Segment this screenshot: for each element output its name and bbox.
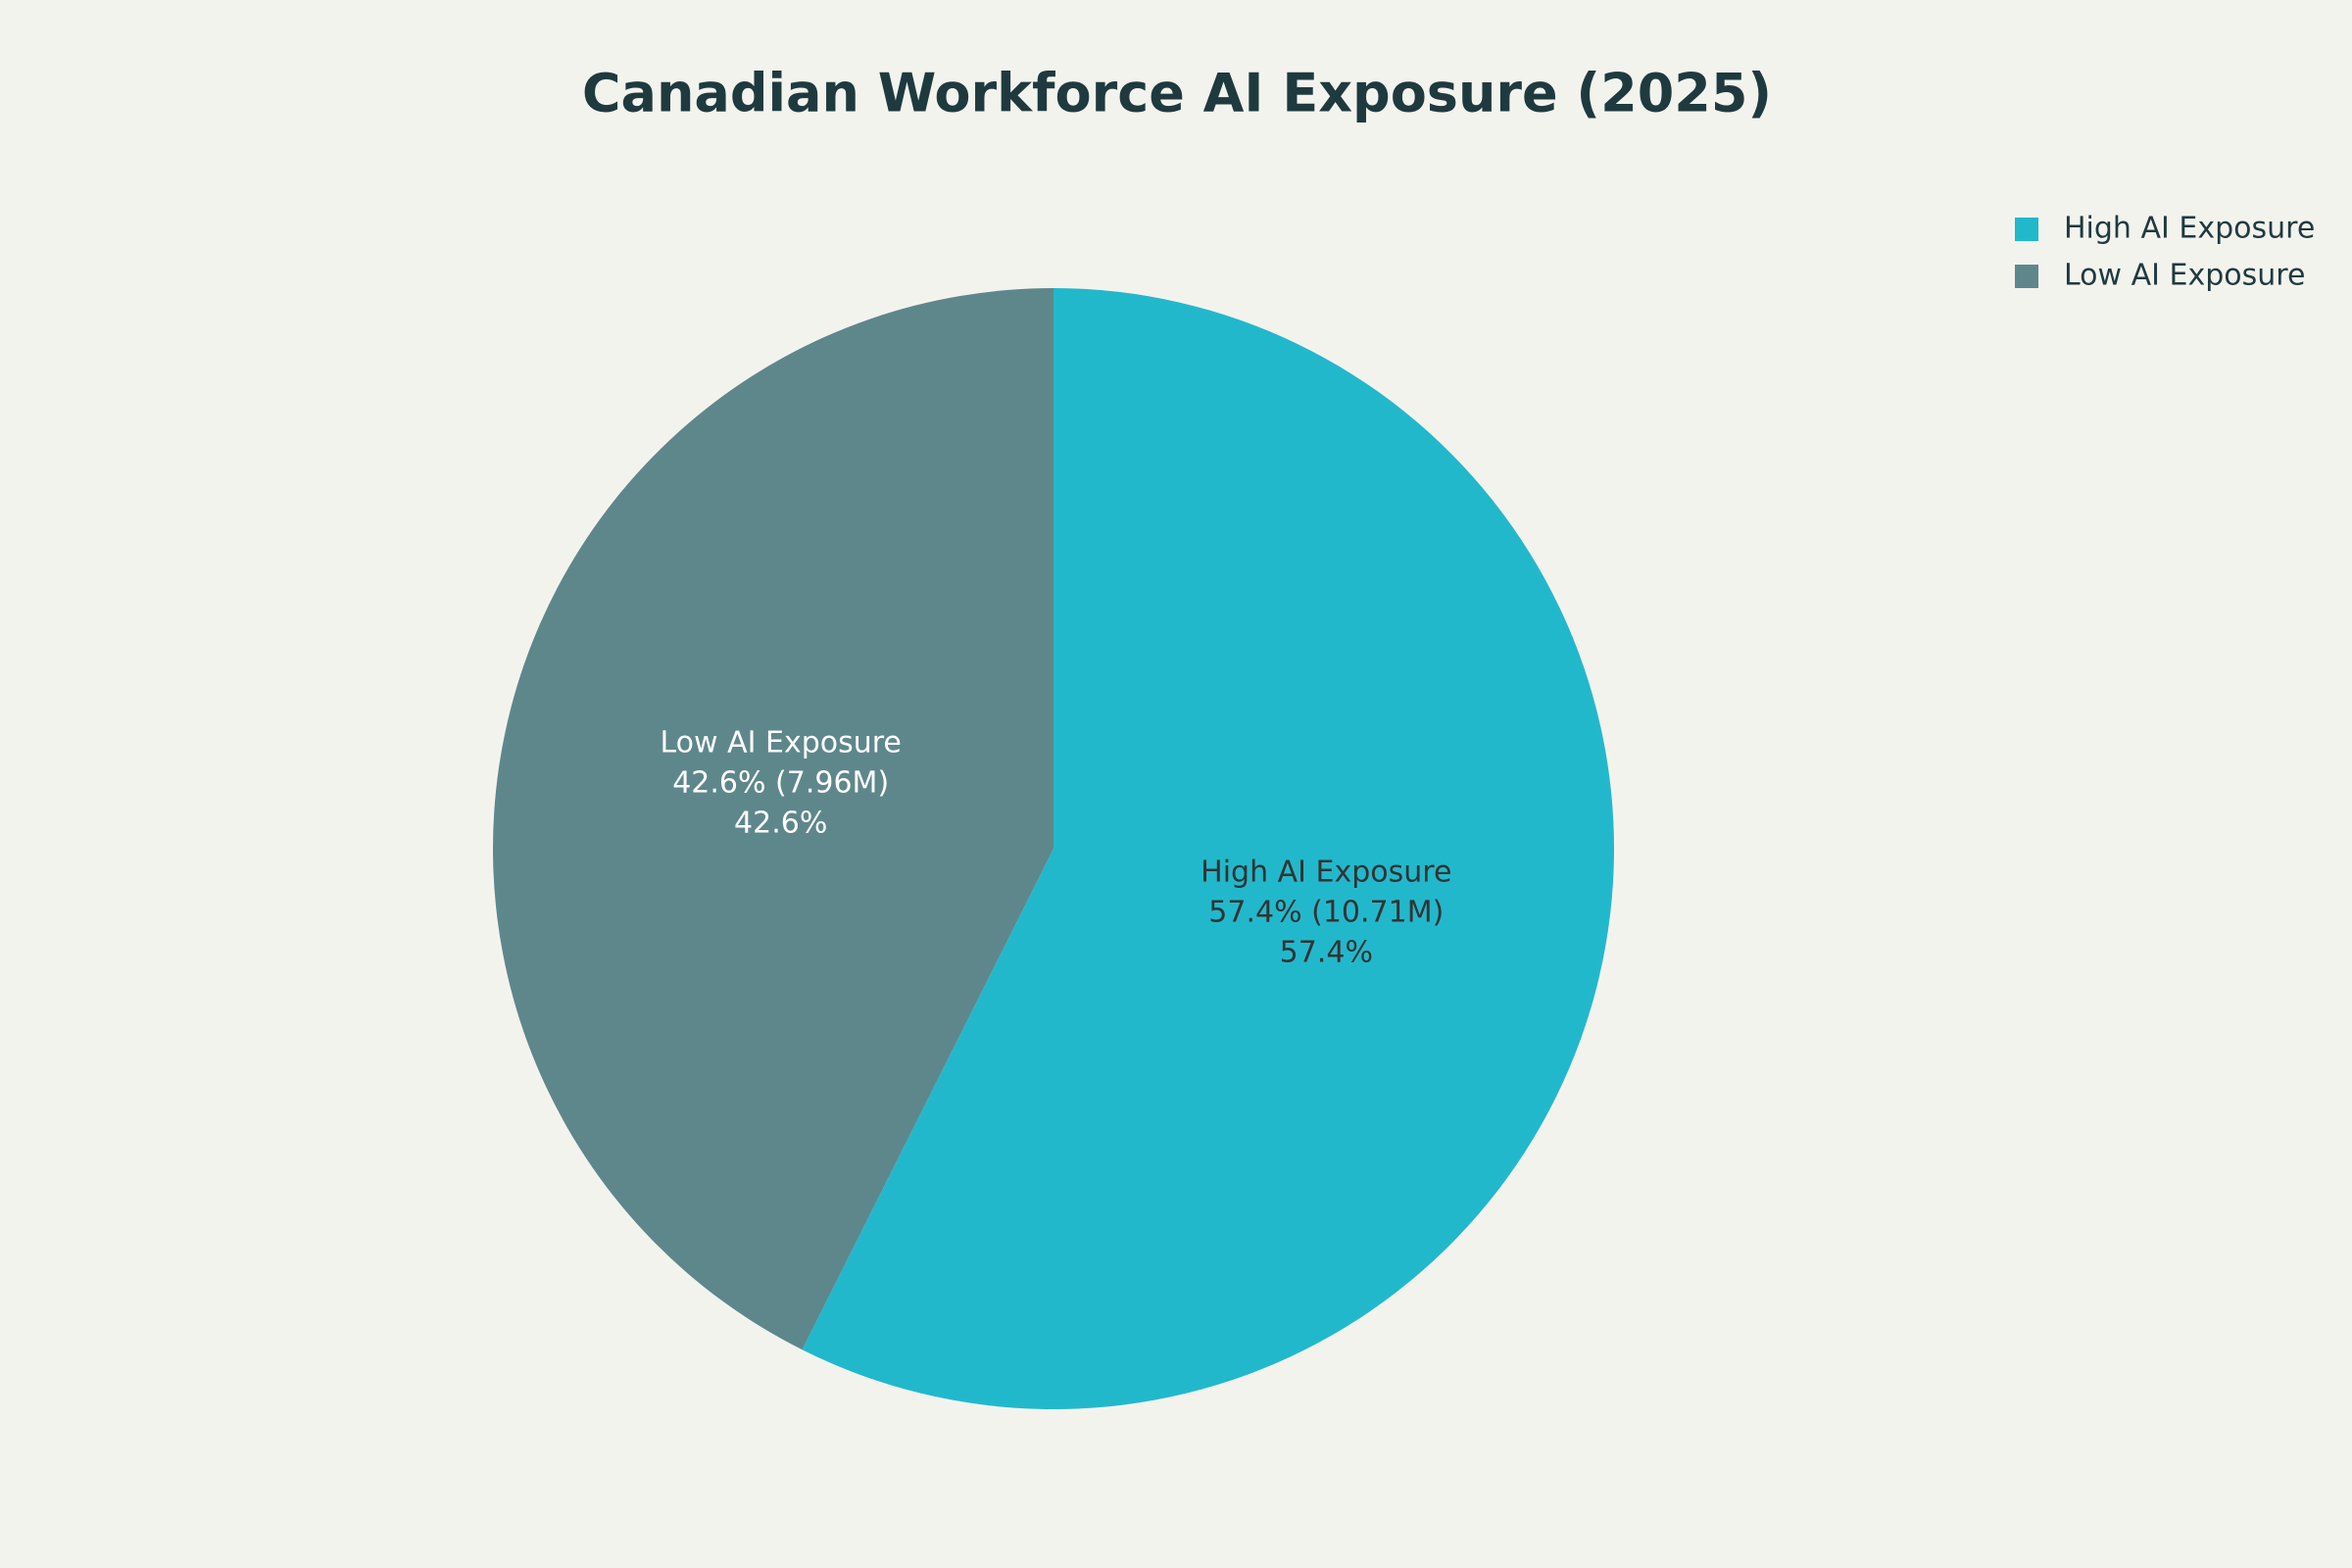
slice-percent-label: 42.6%	[734, 807, 827, 841]
slice-label: Low AI Exposure	[660, 726, 901, 760]
slice-percent-label: 57.4%	[1280, 935, 1373, 969]
chart-title: Canadian Workforce AI Exposure (2025)	[582, 63, 1772, 124]
legend-label: Low AI Exposure	[2064, 259, 2305, 293]
pie-slice	[802, 288, 1614, 1409]
slice-value-label: 57.4% (10.71M)	[1208, 895, 1444, 929]
legend-label: High AI Exposure	[2064, 212, 2315, 246]
slice-label: High AI Exposure	[1200, 855, 1451, 889]
legend-swatch	[2015, 218, 2038, 241]
pie-slice	[492, 288, 1054, 1350]
slice-value-label: 42.6% (7.96M)	[672, 766, 889, 801]
legend-swatch	[2015, 265, 2038, 288]
